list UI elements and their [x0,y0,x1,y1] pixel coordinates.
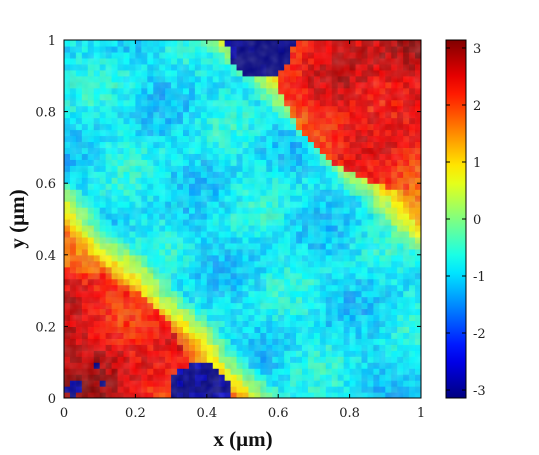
y-tick-label: 0.6 [35,177,56,192]
y-tick-label: 0.8 [35,106,56,121]
plot-frame [63,39,422,399]
heatmap-texture [64,40,421,398]
y-axis-label: y (μm) [5,189,29,248]
colorbar-tick-label: -3 [473,384,486,399]
colorbar-tick-label: -2 [473,327,486,342]
y-tick-label: 0.2 [35,320,56,335]
x-axis-label: x (μm) [213,427,272,451]
colorbar-tick-label: 0 [473,213,481,228]
x-tick-label: 0.6 [268,406,289,421]
colorbar-tick-label: 3 [473,42,481,57]
x-tick-label: 0.8 [339,406,360,421]
y-tick-label: 0 [48,392,56,407]
x-tick-label: 1 [417,406,425,421]
x-tick-label: 0.4 [196,406,217,421]
y-axis: 0 0.2 0.4 0.6 0.8 1 [35,34,421,407]
x-tick-label: 0.2 [125,406,146,421]
colorbar-tick-label: 1 [473,156,481,171]
x-axis: 0 0.2 0.4 0.6 0.8 1 [60,40,425,421]
colorbar-tick-label: 2 [473,99,481,114]
colorbar-ticks: -3 -2 -1 0 1 2 3 [446,42,486,399]
y-tick-label: 1 [48,34,56,49]
x-tick-label: 0 [60,406,68,421]
colorbar-tick-label: -1 [473,270,486,285]
y-tick-label: 0.4 [35,249,56,264]
